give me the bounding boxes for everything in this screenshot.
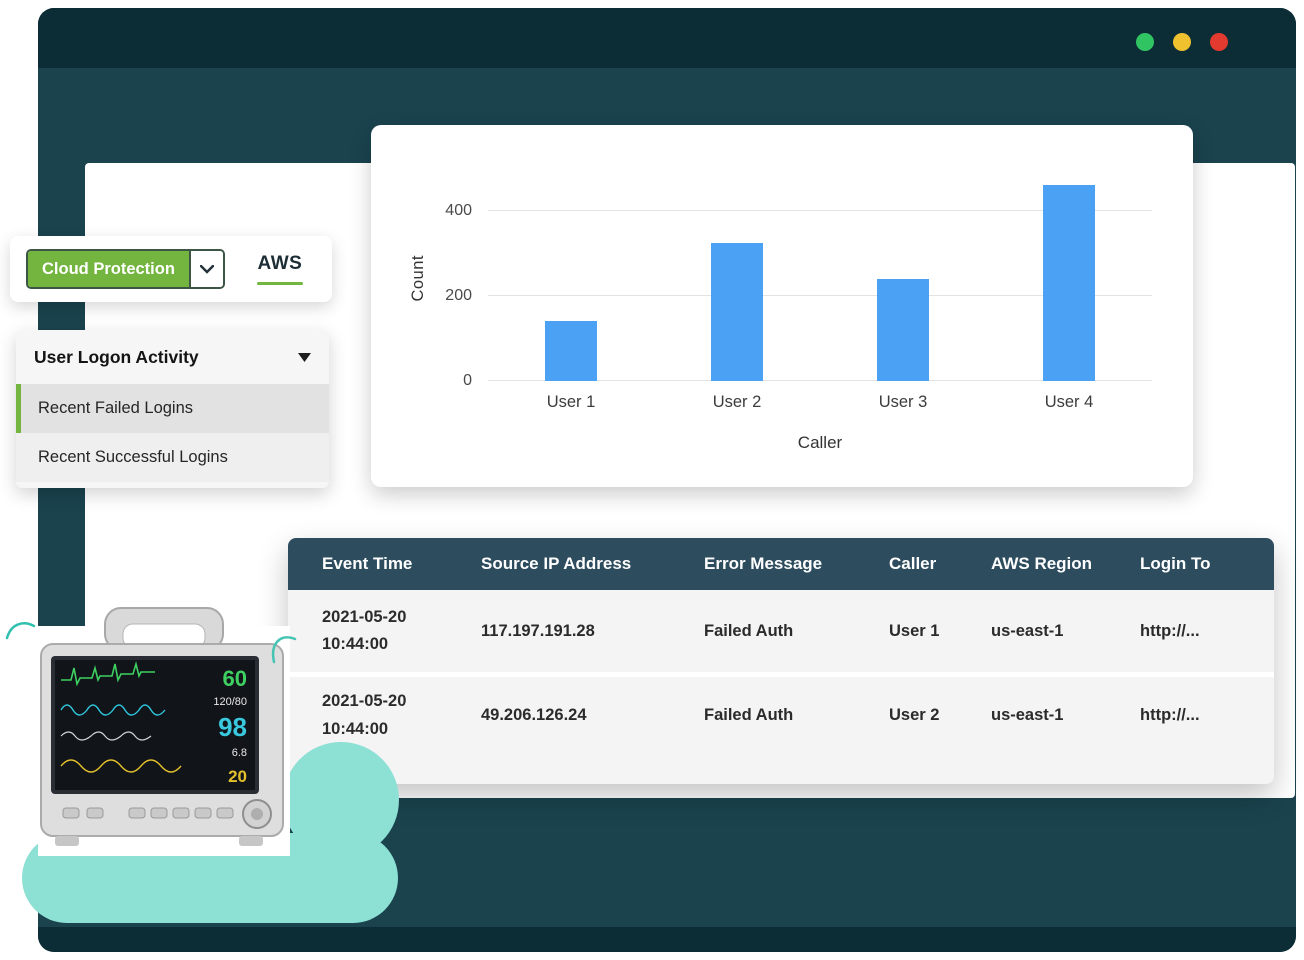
bars-container [488,168,1152,381]
chart-card: Count User 1 User 2 User 3 User 4 Caller 0 2… [371,125,1193,487]
table-body: 2021-05-20 10:44:00 117.197.191.28 Failed … [288,590,1274,754]
x-axis-label: Caller [797,433,843,452]
window-control-green-icon[interactable] [1136,33,1154,51]
monitor-spo2-value: 98 [218,712,247,742]
monitor-buttons [62,807,234,819]
bar-user-1 [545,321,597,381]
x-tick-label: User 2 [712,393,762,411]
column-header: Caller [889,554,937,573]
filter-card: Cloud Protection AWS [10,236,332,302]
table-row: 2021-05-20 10:44:00 49.206.126.24 Failed A… [288,672,1274,754]
bar-slot [986,168,1152,381]
table-cell: us-east-1 [991,621,1064,640]
patient-monitor-image: 60 120/80 98 6.8 20 [40,607,284,846]
tab-active-underline [256,282,303,285]
column-header: AWS Region [991,554,1093,573]
y-tick-label: 0 [463,372,472,389]
monitor-hr-value: 60 [223,666,247,691]
x-tick-label: User 1 [546,393,596,411]
caret-down-icon [298,352,311,362]
y-tick-label: 400 [445,201,472,219]
teal-curl-icon [271,636,297,664]
bar-user-4 [1043,185,1095,381]
table-cell: 2021-05-20 10:44:00 [322,607,407,653]
y-axis-label: Count [409,255,427,302]
table-bottom-padding [288,754,1274,784]
table-cell: User 2 [889,706,940,724]
window-controls [1136,33,1228,51]
table-row: 2021-05-20 10:44:00 117.197.191.28 Failed … [288,590,1274,672]
gridline [488,209,1152,211]
monitor-temp-value: 6.8 [232,747,247,759]
gridline [488,294,1152,296]
cloud-protection-dropdown[interactable]: Cloud Protection [26,249,225,289]
bar-user-3 [877,278,929,381]
table-cell: us-east-1 [991,706,1064,724]
logon-activity-header[interactable]: User Logon Activity [16,330,329,384]
window-titlebar [38,8,1296,68]
table-cell: 49.206.126.24 [481,706,587,724]
window-bottom-bar [38,927,1296,952]
logon-activity-items: Recent Failed Logins Recent Successful Lo… [16,384,329,482]
x-tick-labels: User 1 User 2 User 3 User 4 [488,393,1152,412]
bar-slot [654,168,820,381]
waveform-cyan [60,704,166,716]
waveform-yellow [60,759,182,773]
waveform-white [60,731,152,741]
x-tick-label: User 3 [878,393,928,411]
column-header: Error Message [704,554,823,573]
window-control-yellow-icon[interactable] [1173,33,1191,51]
table-cell: http://... [1140,706,1200,724]
events-table: Event Time Source IP Address Error Message… [288,538,1274,784]
table-cell: User 1 [889,621,940,640]
teal-squiggle-icon [5,622,36,640]
x-tick-label: User 4 [1044,393,1094,411]
bar-user-2 [711,242,763,381]
y-tick-label: 200 [445,286,472,304]
tab-aws-label: AWS [257,253,303,274]
gridline [488,380,1152,381]
window-control-red-icon[interactable] [1210,33,1228,51]
column-header: Login To [1140,554,1211,573]
bar-slot [488,168,654,381]
column-header: Source IP Address [481,554,632,573]
bar-slot [820,168,986,381]
tab-aws[interactable]: AWS [256,253,303,285]
column-header: Event Time [322,554,413,573]
table-cell: http://... [1140,621,1200,640]
table-cell: Failed Auth [704,706,794,724]
table-cell: 117.197.191.28 [481,621,595,640]
dropdown-selected-value: Cloud Protection [28,251,189,287]
table-header-row: Event Time Source IP Address Error Message… [288,538,1274,590]
logon-activity-panel: User Logon Activity Recent Failed Logins… [16,330,329,488]
logon-activity-title: User Logon Activity [34,346,199,367]
table-cell: Failed Auth [704,621,794,640]
chevron-down-icon [188,251,223,287]
bar-chart-plot: User 1 User 2 User 3 User 4 Caller 0 200 400 [445,168,1152,452]
logon-item-recent-failed-logins[interactable]: Recent Failed Logins [16,384,329,433]
logon-item-recent-successful-logins[interactable]: Recent Successful Logins [16,433,329,482]
table-cell: 2021-05-20 10:44:00 [322,692,407,738]
ecg-waveform-green [61,660,155,687]
monitor-resp-value: 20 [228,767,247,786]
monitor-bp-value: 120/80 [213,696,247,708]
monitor-screen [55,660,255,790]
